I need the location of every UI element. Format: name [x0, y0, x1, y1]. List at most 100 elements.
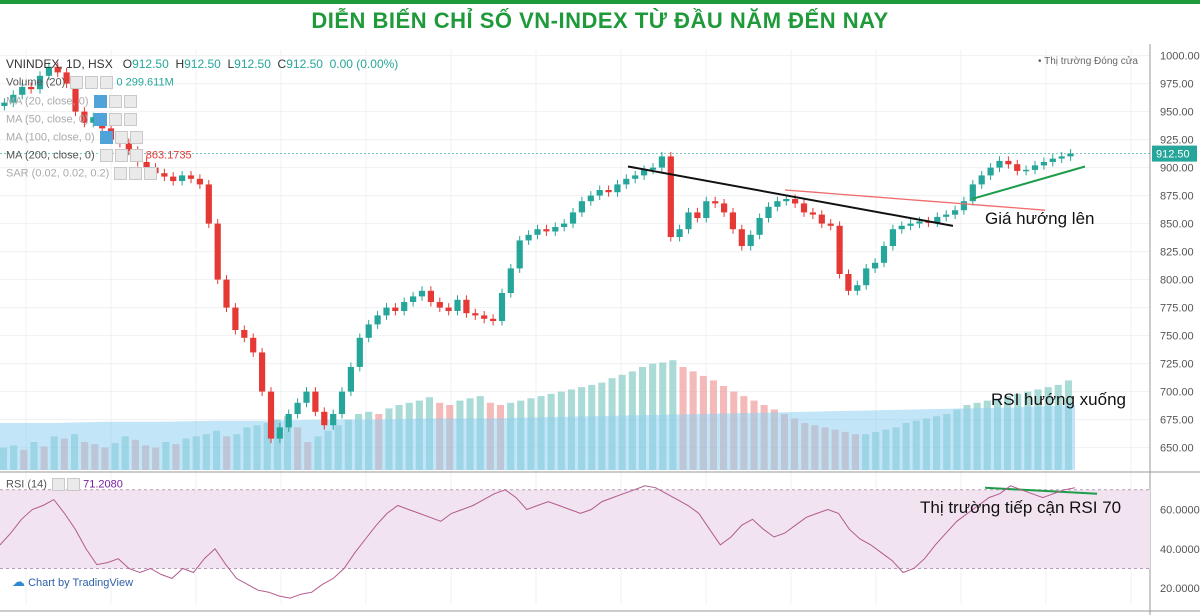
candle-body [889, 229, 896, 246]
legend-sar[interactable]: SAR (0.02, 0.02, 0.2) [6, 167, 158, 180]
eye-icon[interactable] [99, 149, 113, 162]
price-tick-label: 875.00 [1160, 191, 1194, 203]
candle-body [792, 199, 799, 204]
price-tick-label: 775.00 [1160, 303, 1194, 315]
close-icon[interactable] [100, 76, 114, 89]
close-value: 912.50 [286, 57, 323, 71]
eye-icon[interactable] [52, 478, 66, 491]
candle-body [454, 299, 461, 311]
candle-body [161, 173, 168, 177]
low-value: 912.50 [234, 57, 271, 71]
settings-icon[interactable] [85, 76, 99, 89]
open-label: O [122, 57, 133, 71]
legend-volume-label: Volume (20) [6, 76, 66, 89]
candle-body [685, 212, 692, 230]
settings-icon[interactable] [129, 167, 143, 180]
candle-body [10, 94, 17, 103]
candle-body [427, 290, 434, 302]
settings-icon[interactable] [108, 95, 122, 108]
price-tag-bg [1152, 145, 1197, 162]
candle-body [703, 201, 710, 218]
candle-body [321, 411, 328, 426]
settings-icon[interactable] [108, 113, 122, 126]
legend-ma50[interactable]: MA (50, close, 0) [6, 113, 137, 126]
legend-ma100[interactable]: MA (100, close, 0) [6, 131, 143, 144]
price-tick-label: 900.00 [1160, 163, 1194, 175]
chart-area[interactable]: 1000.00 975.00 950.00 925.00 900.00 875.00 850… [0, 44, 1200, 615]
legend-ma20-label: MA (20, close, 0) [6, 95, 89, 108]
price-tick-label: 925.00 [1160, 135, 1194, 147]
annotation-rsi-down: RSI hướng xuống [991, 390, 1126, 409]
tradingview-attribution[interactable]: ☁ Chart by TradingView [12, 574, 133, 590]
legend-rsi-label: RSI (14) [6, 478, 47, 491]
status-dot-icon: • [1038, 56, 1042, 67]
legend-rsi[interactable]: RSI (14) 71.2080 [6, 478, 123, 491]
candle-body [969, 184, 976, 202]
annotation-rsi70: Thị trường tiếp cận RSI 70 [920, 498, 1121, 517]
close-label: C [277, 57, 287, 71]
candle-body [783, 199, 790, 202]
candle-body [1023, 169, 1030, 172]
resistance-trendline [627, 165, 954, 227]
candle-body [916, 221, 923, 224]
legend-ma20[interactable]: MA (20, close, 0) [6, 95, 137, 108]
candle-body [978, 175, 985, 185]
price-tick-label: 950.00 [1160, 107, 1194, 119]
price-tick-label: 800.00 [1160, 275, 1194, 287]
candle-body [578, 201, 585, 213]
candle-body [223, 279, 230, 308]
candle-body [996, 160, 1003, 168]
candle-body [854, 285, 861, 291]
candle-body [267, 391, 275, 439]
candle-body [907, 223, 914, 226]
eye-icon[interactable] [99, 131, 113, 144]
top-border [0, 0, 1200, 4]
eye-icon[interactable] [114, 167, 128, 180]
close-icon[interactable] [129, 149, 143, 162]
legend-volume[interactable]: Volume (20) 0 299.611M [6, 76, 174, 89]
candle-body [676, 229, 683, 237]
low-label: L [227, 57, 235, 71]
settings-icon[interactable] [114, 131, 128, 144]
price-tag: 912.50 [1156, 149, 1190, 161]
candle-body [365, 324, 372, 338]
candle-body [1040, 162, 1047, 166]
eye-icon[interactable] [93, 95, 107, 108]
settings-icon[interactable] [114, 149, 128, 162]
close-icon[interactable] [123, 113, 137, 126]
candle-body [285, 414, 292, 428]
candle-body [490, 318, 497, 321]
candle-body [809, 212, 816, 215]
support-trendline [971, 165, 1086, 200]
candle-body [63, 72, 70, 84]
candle-body [401, 302, 408, 311]
close-icon[interactable] [123, 95, 137, 108]
price-tick-label: 700.00 [1160, 387, 1194, 399]
candle-body [738, 229, 745, 246]
eye-icon[interactable] [70, 76, 84, 89]
candle-body [410, 296, 417, 302]
candle-body [445, 307, 452, 311]
candle-body [614, 184, 621, 193]
candle-body [383, 307, 390, 316]
candle-body [498, 293, 506, 321]
close-icon[interactable] [144, 167, 158, 180]
close-icon[interactable] [129, 131, 143, 144]
candle-body [36, 75, 44, 90]
settings-icon[interactable] [67, 478, 81, 491]
symbol-header: VNINDEX, 1D, HSX O912.50 H912.50 L912.50… [6, 57, 398, 71]
symbol-label: VNINDEX, 1D, HSX [6, 57, 113, 71]
candle-body [250, 337, 257, 353]
candle-body [836, 225, 843, 274]
candle-body [747, 234, 754, 246]
legend-rsi-value: 71.2080 [83, 478, 123, 491]
market-status-label: Thị trường Đóng cửa [1044, 56, 1138, 67]
legend-ma200[interactable]: MA (200, close, 0) 863.1735 [6, 149, 192, 162]
eye-icon[interactable] [93, 113, 107, 126]
candle-body [960, 201, 967, 211]
candle-body [729, 212, 736, 230]
rsi-tick-label: 60.0000 [1160, 505, 1200, 517]
candle-body [19, 87, 26, 95]
candle-body [90, 117, 97, 123]
candle-body [667, 156, 674, 237]
